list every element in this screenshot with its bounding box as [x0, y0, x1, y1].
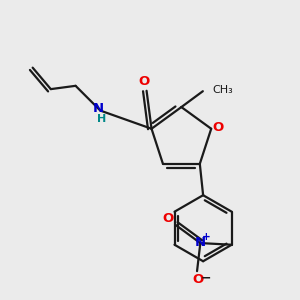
Text: +: +: [202, 232, 211, 242]
Text: N: N: [93, 102, 104, 115]
Text: CH₃: CH₃: [213, 85, 233, 94]
Text: O: O: [213, 121, 224, 134]
Text: −: −: [200, 271, 211, 284]
Text: O: O: [139, 75, 150, 88]
Text: O: O: [163, 212, 174, 226]
Text: O: O: [192, 273, 204, 286]
Text: N: N: [194, 236, 206, 249]
Text: H: H: [97, 114, 106, 124]
